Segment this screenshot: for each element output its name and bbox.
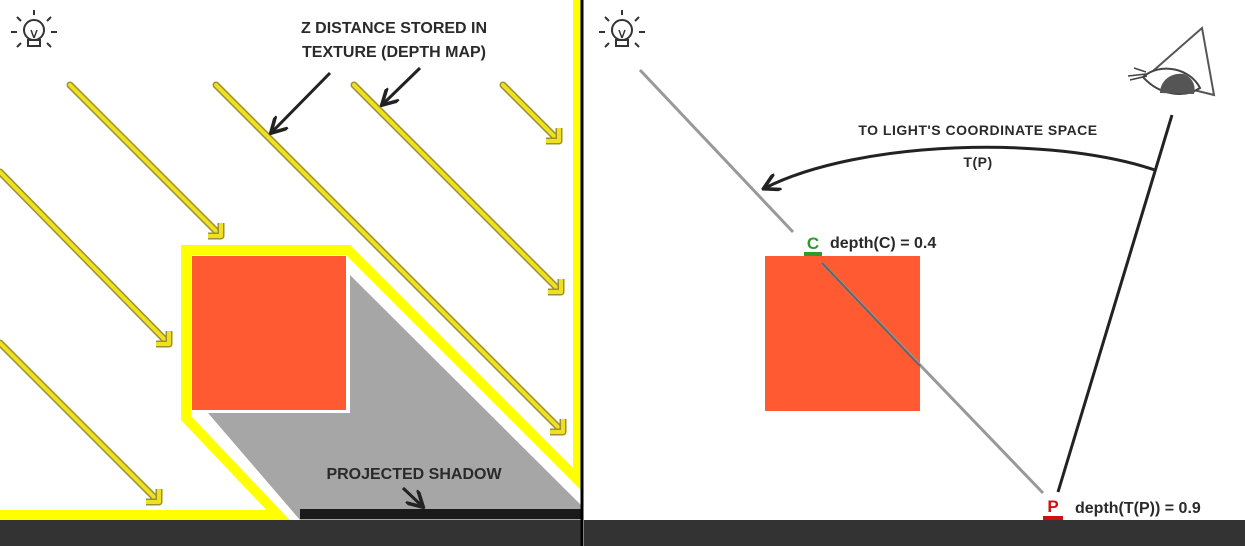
light-ray: [501, 83, 560, 142]
light-ray: [0, 341, 160, 503]
occluder-box: [192, 256, 346, 410]
light-ray-arrowhead: [550, 419, 565, 434]
depth-map-label-line1: Z DISTANCE STORED IN: [301, 20, 487, 37]
light-rays: [0, 81, 567, 506]
right-panel: TO LIGHT'S COORDINATE SPACE T(P) C depth…: [584, 10, 1245, 546]
fragment-point-marker: [1043, 516, 1063, 520]
light-ray-inside-box: [821, 262, 921, 367]
depth-map-label-line2: TEXTURE (DEPTH MAP): [302, 44, 486, 61]
light-ray-to-c: [638, 68, 795, 234]
projected-shadow: [208, 275, 581, 520]
view-ray-to-p: [1056, 114, 1174, 493]
light-ray-arrowhead: [548, 279, 563, 294]
depth-map-pointer-arrow-2: [383, 66, 422, 104]
light-bulb-icon: [11, 10, 57, 48]
bottom-bar-right: [584, 520, 1245, 546]
transform-arrow: [765, 145, 1156, 188]
light-ray-arrowhead: [156, 331, 171, 346]
light-ray: [352, 83, 562, 293]
eye-camera-icon: [1127, 26, 1216, 97]
light-ray: [68, 83, 222, 237]
light-ray: [0, 170, 170, 345]
transform-formula: T(P): [963, 154, 992, 170]
left-panel: Z DISTANCE STORED IN TEXTURE (DEPTH MAP)…: [0, 0, 583, 546]
light-ray-arrowhead: [146, 489, 161, 504]
closest-point-letter: C: [807, 234, 819, 253]
light-ray-arrowhead: [208, 223, 223, 238]
bottom-bar-left: [0, 520, 581, 546]
light-ray: [214, 83, 564, 433]
projected-shadow-label: PROJECTED SHADOW: [326, 466, 502, 483]
closest-point-marker: [804, 252, 822, 256]
depth-map-pointer-arrow-1: [272, 71, 332, 132]
light-ray-arrowhead: [546, 128, 561, 143]
fragment-point-letter: P: [1047, 497, 1058, 516]
shadow-floor: [300, 509, 581, 519]
occluder-box-right: [765, 256, 920, 411]
shadow-pointer-arrow: [401, 486, 422, 506]
transform-label: TO LIGHT'S COORDINATE SPACE: [858, 122, 1097, 138]
fragment-depth-label: depth(T(P)) = 0.9: [1075, 500, 1201, 517]
shadow-edge: [353, 274, 583, 502]
light-bulb-icon: [599, 10, 645, 48]
closest-depth-label: depth(C) = 0.4: [830, 235, 936, 252]
lit-surface-outline: [0, 0, 583, 520]
